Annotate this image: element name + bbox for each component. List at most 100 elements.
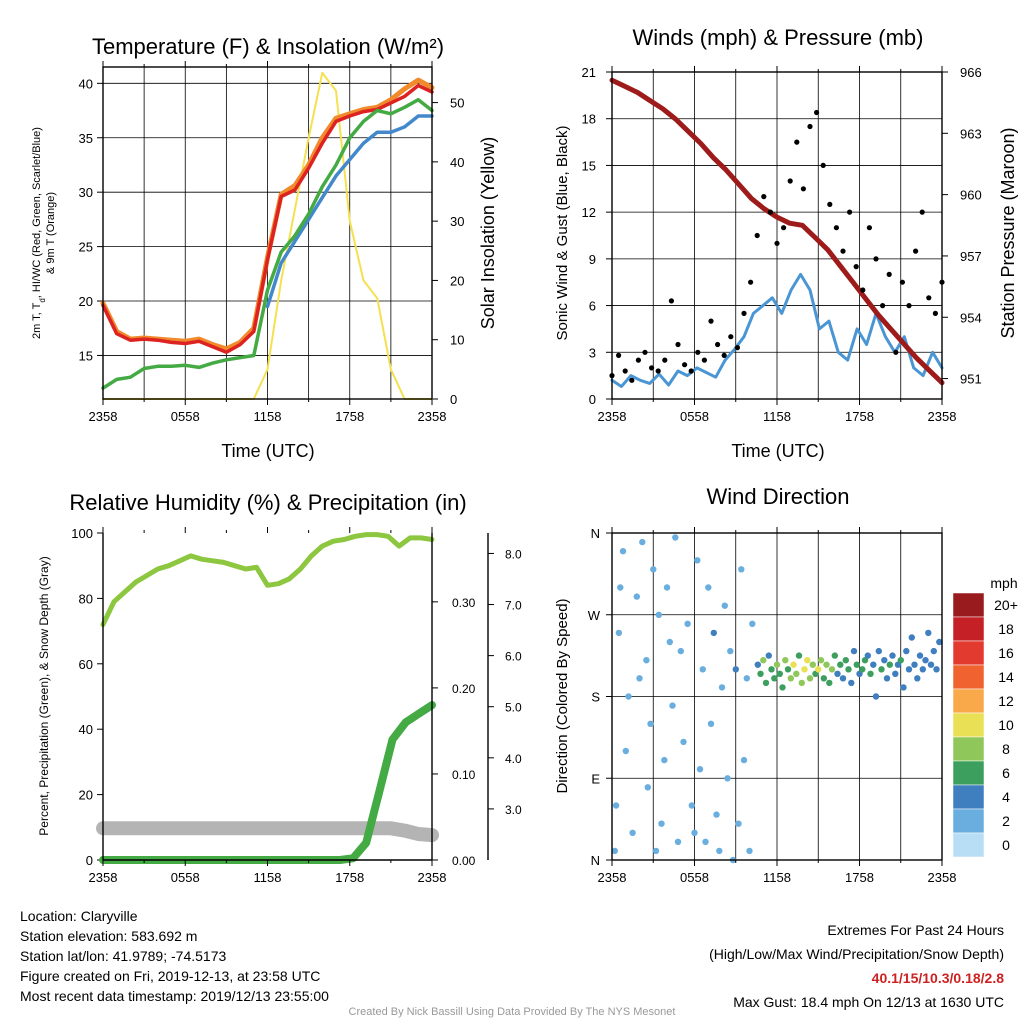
gust-point	[926, 295, 932, 301]
direction-point	[652, 847, 660, 855]
temp-ytick-label: 30	[79, 185, 93, 200]
dir-xtick-label: 1758	[845, 870, 874, 885]
colorbar-swatch	[952, 736, 985, 762]
insolation-ytick-label: 30	[450, 214, 464, 229]
direction-point	[776, 670, 783, 677]
direction-point	[666, 638, 673, 646]
gust-point	[840, 248, 846, 254]
direction-point	[707, 720, 715, 727]
direction-point	[672, 534, 679, 541]
direction-point	[905, 666, 913, 673]
direction-point	[754, 661, 761, 668]
direction-point	[914, 675, 921, 682]
direction-point	[911, 661, 918, 668]
direction-point	[908, 634, 915, 641]
gust-point	[899, 279, 906, 285]
direction-point	[611, 847, 618, 855]
windchill-line	[265, 114, 434, 309]
direction-point	[875, 647, 882, 655]
colorbar-label: 14	[998, 669, 1014, 685]
direction-ylabel: Direction (Colored By Speed)	[554, 598, 571, 793]
direction-point	[688, 802, 695, 809]
gust-point	[853, 264, 859, 270]
gust-point	[682, 362, 688, 368]
direction-point	[793, 670, 800, 677]
direction-point	[617, 584, 624, 591]
direction-point	[677, 647, 684, 655]
direction-point	[784, 666, 792, 673]
gust-point	[642, 349, 648, 355]
gust-point	[827, 201, 833, 207]
colorbar-swatch	[952, 760, 985, 786]
direction-point	[680, 738, 687, 746]
temperature-xlabel: Time (UTC)	[221, 441, 314, 461]
gust-point	[734, 345, 741, 351]
colorbar-label: 2	[1002, 813, 1010, 829]
direction-point	[721, 602, 728, 609]
direction-point	[699, 666, 706, 673]
direction-point	[716, 847, 723, 855]
dir-ytick-label: E	[591, 771, 600, 786]
rh-ytick-label: 20	[79, 788, 93, 803]
direction-point	[612, 802, 620, 809]
humidity-chart-title: Relative Humidity (%) & Precipitation (i…	[69, 490, 466, 515]
direction-point	[639, 538, 646, 546]
gust-point	[913, 248, 919, 254]
station-latlon: Station lat/lon: 41.9789; -74.5173	[20, 948, 227, 964]
gust-point	[833, 225, 840, 231]
direction-point	[625, 693, 632, 700]
pressure-ytick-label: 951	[960, 372, 982, 387]
gust-point	[886, 271, 892, 277]
gust-point	[906, 303, 912, 309]
gust-point	[622, 368, 628, 374]
wind-ytick-label: 15	[582, 158, 596, 173]
station-elevation: Station elevation: 583.692 m	[20, 928, 198, 944]
extremes-values: 40.1/15/10.3/0.18/2.8	[871, 970, 1004, 986]
direction-point	[804, 657, 811, 664]
rh-ytick-label: 40	[79, 722, 93, 737]
credit-line: Created By Nick Bassill Using Data Provi…	[348, 1006, 676, 1018]
wind-xtick-label: 1158	[763, 409, 791, 424]
direction-point	[696, 766, 704, 773]
direction-point	[787, 675, 794, 682]
direction-point	[674, 838, 682, 845]
dir-ytick-label: W	[588, 608, 601, 623]
extremes-subtitle: (High/Low/Max Wind/Precipitation/Snow De…	[709, 946, 1004, 962]
gust-point	[767, 209, 774, 215]
rh-line	[100, 532, 435, 628]
temp-ytick-label: 15	[79, 348, 93, 363]
direction-point	[831, 652, 838, 659]
direction-point	[897, 657, 904, 664]
colorbar-label: 18	[998, 621, 1014, 637]
rh-ytick-label: 80	[79, 591, 93, 606]
direction-point	[839, 675, 847, 682]
dir-ytick-label: S	[591, 690, 600, 705]
direction-point	[861, 657, 869, 664]
humidity-ylabel: Percent, Precipitation (Green), & Snow D…	[37, 556, 51, 835]
rh-xtick-label: 0558	[171, 870, 200, 885]
direction-point	[713, 811, 720, 818]
precip-ytick-label: 0.00	[452, 854, 476, 868]
direction-point	[889, 652, 896, 659]
gust-point	[754, 232, 760, 239]
temperature-chart-title: Temperature (F) & Insolation (W/m²)	[92, 34, 444, 59]
pressure-ytick-label: 954	[960, 310, 982, 325]
snow-ytick-label: 6.0	[505, 650, 522, 664]
direction-point	[903, 647, 910, 655]
direction-point	[773, 661, 781, 668]
wind-xtick-label: 2358	[598, 409, 627, 424]
snow-ytick-label: 4.0	[505, 752, 522, 766]
gust-point	[893, 349, 899, 355]
direction-point	[867, 670, 874, 677]
direction-point	[859, 666, 866, 673]
insolation-ytick-label: 40	[450, 155, 464, 170]
dir-xtick-label: 2358	[928, 870, 957, 885]
direction-point	[853, 661, 860, 668]
precip-line	[99, 701, 436, 864]
gust-point	[616, 352, 622, 358]
rh-ytick-label: 60	[79, 657, 93, 672]
gust-point	[635, 357, 642, 363]
direction-point	[936, 638, 943, 646]
direction-point	[710, 629, 717, 637]
rh-ytick-label: 0	[86, 853, 93, 868]
